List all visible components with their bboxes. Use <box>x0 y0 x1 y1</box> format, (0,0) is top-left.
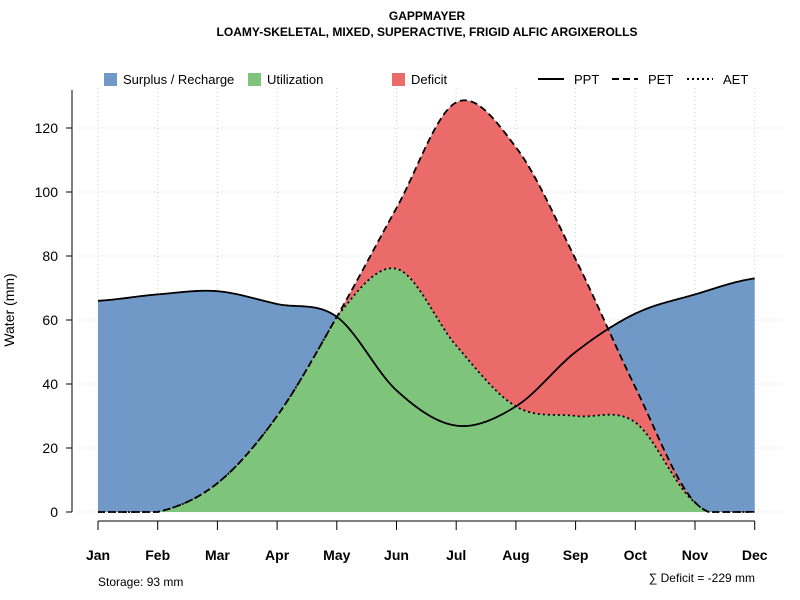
x-tick-label-apr: Apr <box>265 547 290 563</box>
x-tick-label-feb: Feb <box>145 547 170 563</box>
deficit-annotation: ∑ Deficit = -229 mm <box>649 571 755 585</box>
x-tick-label-dec: Dec <box>742 547 768 563</box>
y-axis-label: Water (mm) <box>1 273 17 346</box>
x-tick-label-sep: Sep <box>563 547 589 563</box>
legend-swatch-deficit <box>392 73 405 86</box>
chart-title: GAPPMAYER <box>389 9 466 23</box>
plot-area: 0 20 40 60 80 100 120 Jan Feb Mar Apr May Jun Jul Aug S… <box>35 88 785 563</box>
x-tick-label-nov: Nov <box>682 547 709 563</box>
chart-subtitle: LOAMY-SKELETAL, MIXED, SUPERACTIVE, FRIG… <box>217 25 638 39</box>
x-tick-label-jan: Jan <box>86 547 110 563</box>
area-layer <box>98 100 755 512</box>
x-tick-label-mar: Mar <box>205 547 230 563</box>
pet-line <box>98 99 755 513</box>
y-tick-label: 60 <box>42 312 58 328</box>
y-tick-label: 20 <box>42 440 58 456</box>
storage-annotation: Storage: 93 mm <box>98 575 183 589</box>
x-tick-label-jun: Jun <box>384 547 409 563</box>
legend-label: Deficit <box>411 72 448 87</box>
y-tick-label: 100 <box>35 184 59 200</box>
legend-label: Surplus / Recharge <box>123 72 234 87</box>
y-tick-label: 80 <box>42 248 58 264</box>
legend-swatch-surplus-recharge <box>104 73 117 86</box>
legend-label: Utilization <box>267 72 323 87</box>
utilization-area <box>98 268 755 512</box>
x-tick-label-jul: Jul <box>446 547 466 563</box>
aet-line <box>98 267 755 513</box>
axis-layer: 0 20 40 60 80 100 120 Jan Feb Mar Apr May Jun Jul Aug S… <box>35 90 768 563</box>
legend-swatch-utilization <box>248 73 261 86</box>
ppt-line <box>97 277 755 427</box>
legend-label: PPT <box>574 72 599 87</box>
x-tick-label-aug: Aug <box>502 547 529 563</box>
x-tick-label-may: May <box>323 547 350 563</box>
chart-legend: Surplus / Recharge Utilization Deficit PPT P… <box>104 72 748 87</box>
x-tick-label-oct: Oct <box>624 547 648 563</box>
y-tick-label: 120 <box>35 120 59 136</box>
line-layer <box>97 99 755 513</box>
y-tick-label: 0 <box>50 504 58 520</box>
legend-label: AET <box>723 72 748 87</box>
y-tick-label: 40 <box>42 376 58 392</box>
legend-label: PET <box>648 72 673 87</box>
